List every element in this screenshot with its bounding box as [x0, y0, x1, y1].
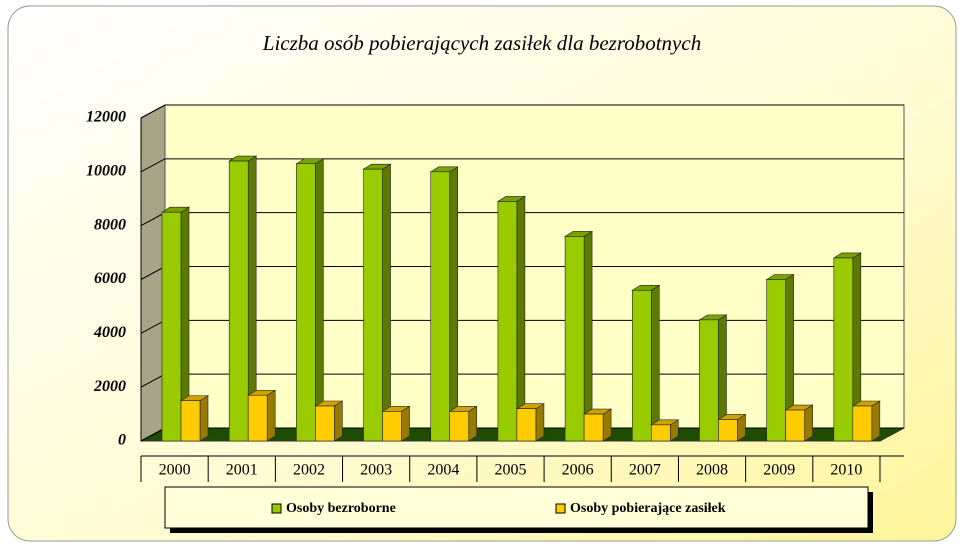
- bar: [852, 405, 873, 442]
- bar-side: [382, 163, 391, 442]
- bar: [228, 160, 249, 442]
- bar: [564, 236, 585, 442]
- bar-side: [334, 400, 343, 442]
- bar: [833, 257, 854, 442]
- legend-swatch: [271, 503, 282, 514]
- bar: [497, 201, 518, 442]
- y-tick-label: 12000: [86, 109, 126, 126]
- legend-label: Osoby pobierające zasiłek: [570, 501, 726, 516]
- x-tick-label: 2000: [159, 462, 191, 479]
- bar: [516, 408, 537, 442]
- x-tick-label: 2002: [293, 462, 325, 479]
- x-tick-label: 2010: [830, 462, 862, 479]
- y-tick-label: 6000: [94, 270, 126, 287]
- y-tick-label: 4000: [93, 324, 126, 341]
- bar: [315, 405, 335, 442]
- bar: [247, 394, 268, 442]
- bar-side: [871, 400, 881, 442]
- bar: [296, 163, 316, 442]
- bar-side: [199, 395, 209, 442]
- bar: [718, 419, 738, 442]
- bar-side: [650, 284, 660, 442]
- bar: [785, 409, 805, 442]
- x-tick-label: 2001: [226, 462, 258, 479]
- chart-title: Liczba osób pobierających zasiłek dla be…: [262, 31, 701, 55]
- legend-swatch: [555, 503, 566, 514]
- y-tick-label: 10000: [86, 163, 126, 180]
- x-tick-label: 2006: [562, 462, 594, 479]
- y-tick-label: 8000: [94, 216, 126, 233]
- bar: [699, 319, 719, 442]
- legend: [164, 486, 869, 529]
- x-tick-label: 2008: [696, 462, 728, 479]
- y-tick-label: 0: [118, 432, 126, 449]
- bar: [583, 413, 604, 442]
- bar: [161, 211, 182, 442]
- grid-line: [140, 158, 904, 173]
- x-tick-label: 2004: [427, 462, 459, 479]
- bar: [430, 171, 451, 442]
- bar-side: [602, 408, 612, 442]
- bar: [766, 279, 786, 442]
- x-tick-label: 2009: [763, 462, 795, 479]
- bar: [631, 289, 652, 442]
- bar-side: [535, 403, 545, 442]
- bar-side: [266, 389, 276, 442]
- x-tick-label: 2005: [495, 462, 527, 479]
- bar-side: [468, 405, 478, 442]
- y-tick-label: 2000: [93, 378, 126, 395]
- bar: [382, 411, 402, 442]
- x-tick-label: 2003: [360, 462, 392, 479]
- bar-side: [315, 158, 324, 442]
- bar-side: [804, 404, 813, 442]
- bar: [180, 400, 201, 442]
- grid-line: [140, 104, 904, 119]
- bar: [449, 411, 470, 442]
- x-tick-label: 2007: [629, 462, 661, 479]
- bar-side: [449, 166, 459, 442]
- legend-label: Osoby bezroborne: [286, 501, 396, 516]
- bar-side: [401, 405, 410, 442]
- bar: [363, 168, 383, 442]
- bar: [650, 424, 671, 442]
